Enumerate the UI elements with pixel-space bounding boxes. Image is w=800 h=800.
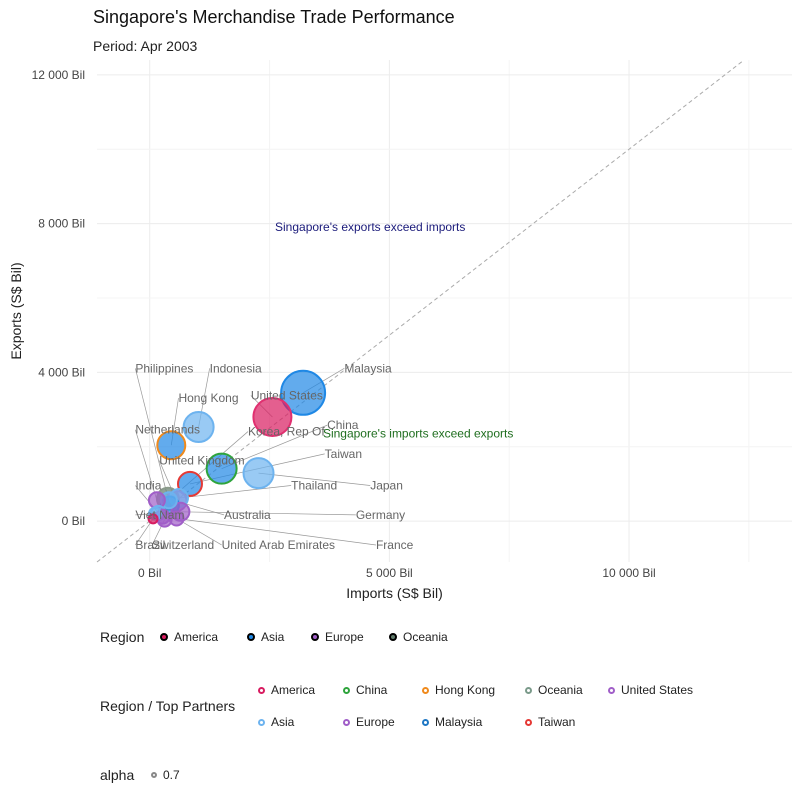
leader-line xyxy=(176,518,222,546)
leader-line xyxy=(221,424,328,469)
legend-partner-oceania: Oceania xyxy=(525,683,583,697)
legend-alpha-title: alpha xyxy=(100,767,135,783)
legend-partner-europe: Europe xyxy=(343,715,395,729)
legend-key xyxy=(422,686,429,694)
y-axis-title: Exports (S$ Bil) xyxy=(8,262,24,359)
legend-key xyxy=(247,633,255,641)
annotation-text: Singapore's exports exceed imports xyxy=(275,220,465,234)
point-label: Viet Nam xyxy=(135,508,184,522)
point-label: Australia xyxy=(224,508,271,522)
x-tick-label: 10 000 Bil xyxy=(602,566,655,580)
legend-region-america: America xyxy=(160,630,218,644)
point-label: Taiwan xyxy=(325,447,362,461)
point-label: Hong Kong xyxy=(178,391,238,405)
point-label: United Arab Emirates xyxy=(222,538,335,552)
leader-line xyxy=(258,472,371,486)
scatter-plot: 0 Bil 5 000 Bil 10 000 Bil 0 Bil 4 000 Bil 8 … xyxy=(8,59,792,601)
y-tick-label: 12 000 Bil xyxy=(32,68,85,82)
chart-subtitle: Period: Apr 2003 xyxy=(93,38,198,54)
legend-partner-malaysia: Malaysia xyxy=(422,715,482,729)
chart-title: Singapore's Merchandise Trade Performanc… xyxy=(93,7,455,27)
legend-alpha-item: 0.7 xyxy=(151,768,180,782)
point-label: France xyxy=(376,538,414,552)
legend-region-oceania: Oceania xyxy=(389,630,448,644)
legend-region-title: Region xyxy=(100,629,145,645)
point-label: Malaysia xyxy=(344,361,392,375)
point-label: China xyxy=(327,418,359,432)
leader-line xyxy=(180,511,356,516)
y-tick-label: 4 000 Bil xyxy=(38,365,85,379)
legend-key xyxy=(608,686,615,694)
point-label: Thailand xyxy=(291,478,337,492)
point-label: Brazil xyxy=(135,538,165,552)
leader-line xyxy=(135,368,171,506)
data-point xyxy=(168,510,185,527)
point-label: India xyxy=(135,478,161,492)
data-point xyxy=(205,452,238,485)
reference-line xyxy=(96,59,745,563)
legend-key xyxy=(343,718,350,726)
annotation-text: Singapore's imports exceed exports xyxy=(323,426,513,440)
data-point xyxy=(252,396,293,437)
point-label: United Kingdom xyxy=(159,454,244,468)
point-label: Netherlands xyxy=(135,423,200,437)
legend-region-europe: Europe xyxy=(311,630,364,644)
x-tick-label: 0 Bil xyxy=(138,566,161,580)
legend-partner-america: America xyxy=(258,683,315,697)
data-point xyxy=(156,430,187,461)
legend-key xyxy=(311,633,319,641)
leader-line xyxy=(162,516,377,546)
data-point xyxy=(147,513,159,525)
y-tick-label: 0 Bil xyxy=(62,514,85,528)
point-label: United States xyxy=(251,389,323,403)
data-point xyxy=(242,457,275,490)
legend-key xyxy=(343,686,350,694)
legend-partner-china: China xyxy=(343,683,387,697)
legend-key xyxy=(525,686,532,694)
legend-key xyxy=(258,686,265,694)
point-label: Japan xyxy=(370,478,403,492)
x-tick-label: 5 000 Bil xyxy=(366,566,413,580)
point-label: Germany xyxy=(356,508,405,522)
x-axis-title: Imports (S$ Bil) xyxy=(346,585,442,601)
point-label: Switzerland xyxy=(152,538,214,552)
legend-partners-title: Region / Top Partners xyxy=(100,698,236,714)
legend-region-asia: Asia xyxy=(247,630,284,644)
point-label: Philippines xyxy=(135,361,193,375)
data-point xyxy=(280,369,327,416)
legend-partner-asia: Asia xyxy=(258,715,294,729)
y-tick-label: 8 000 Bil xyxy=(38,217,85,231)
legend-key xyxy=(525,718,532,726)
leader-line xyxy=(135,429,158,501)
legend-key xyxy=(422,718,429,726)
legend-partner-taiwan: Taiwan xyxy=(525,715,575,729)
legend-key xyxy=(160,633,168,641)
leader-line xyxy=(178,485,292,499)
legend-key xyxy=(258,718,265,726)
legend-key xyxy=(389,633,397,641)
point-label: Indonesia xyxy=(210,361,262,375)
legend-partner-hong-kong: Hong Kong xyxy=(422,683,495,697)
point-label: Korea, Rep Of xyxy=(248,425,325,439)
legend-partner-united-states: United States xyxy=(608,683,693,697)
legend-key xyxy=(151,772,157,778)
data-point xyxy=(182,411,215,444)
